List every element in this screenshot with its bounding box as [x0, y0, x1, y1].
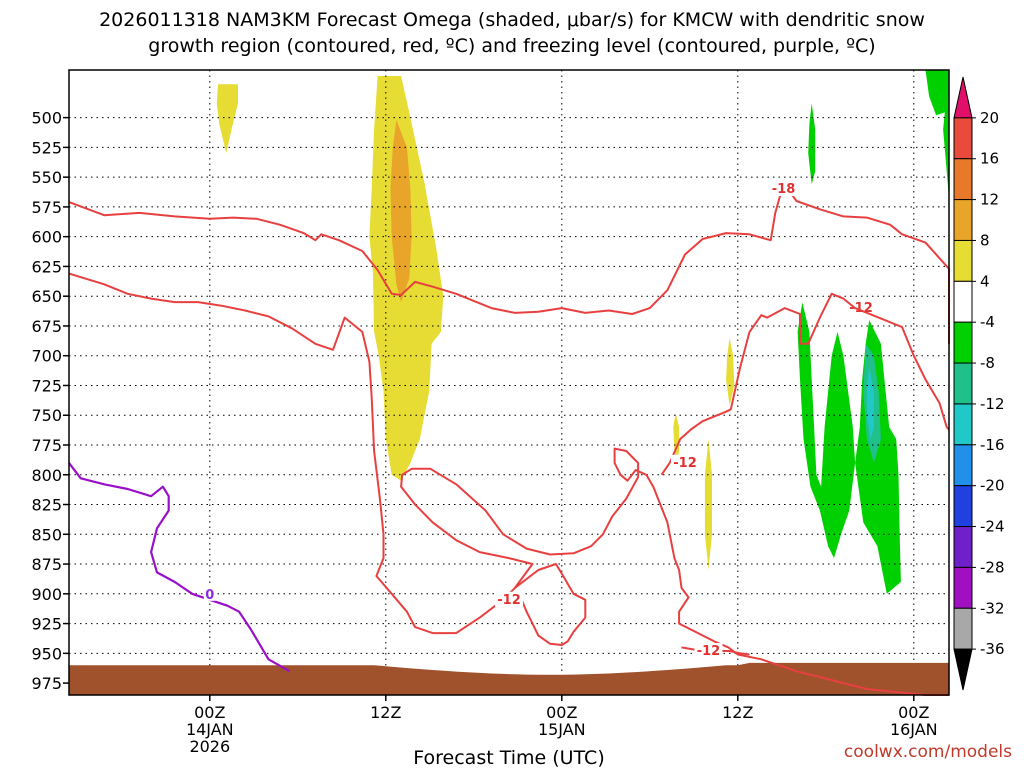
dgz-contour-0 [68, 182, 950, 344]
omega-region-2 [390, 120, 412, 303]
plot-frame [68, 69, 950, 696]
omega-region-10 [797, 302, 856, 559]
dgz-label-bg-1 [847, 300, 875, 316]
y-tick-label-800: 800 [31, 466, 62, 485]
y-tick-label-675: 675 [31, 317, 62, 336]
freezing-label-bg-0 [203, 585, 216, 601]
omega-region-8 [925, 70, 949, 116]
colorbar-label-9: -20 [980, 477, 1005, 495]
y-tick-label-575: 575 [31, 198, 62, 217]
omega-region-5 [726, 337, 735, 406]
chart-title-line1: 2026011318 NAM3KM Forecast Omega (shaded… [99, 9, 925, 31]
colorbar-label-8: -16 [980, 436, 1005, 454]
dgz-label-2: -12 [497, 593, 521, 608]
colorbar-label-12: -32 [980, 599, 1005, 617]
dgz-label-0: -18 [772, 182, 796, 197]
chart-title: 2026011318 NAM3KM Forecast Omega (shaded… [99, 9, 925, 57]
y-tick-label-625: 625 [31, 257, 62, 276]
y-tick-label-825: 825 [31, 496, 62, 515]
colorbar-bin-12 [953, 566, 973, 609]
colorbar-label-7: -12 [980, 395, 1005, 413]
chart-title-line2: growth region (contoured, red, ºC) and f… [148, 35, 875, 57]
y-tick-label-500: 500 [31, 109, 62, 128]
colorbar-bin-14 [953, 648, 973, 691]
dgz-label-3: -12 [673, 456, 697, 471]
x-tick-label-45-0: 12Z [722, 703, 753, 722]
dgz-label-bg-2 [495, 591, 523, 607]
omega-region-9 [943, 76, 949, 199]
x-tick-label-30-0: 00Z [546, 703, 577, 722]
colorbar-bin-5 [953, 280, 973, 323]
y-tick-label-850: 850 [31, 525, 62, 544]
freezing-label-0: 0 [205, 588, 214, 603]
colorbar-label-4: 4 [980, 272, 990, 290]
x-tick-label-30-1: 15JAN [538, 720, 586, 739]
y-tick-label-950: 950 [31, 644, 62, 663]
y-tick-label-650: 650 [31, 287, 62, 306]
colorbar-label-11: -28 [980, 558, 1005, 576]
x-tick-label-60-1: 16JAN [890, 720, 938, 739]
colorbar-label-0: 20 [980, 109, 999, 127]
omega-shading-layer [216, 70, 949, 594]
colorbar-bin-4 [953, 239, 973, 282]
x-axis-label: Forecast Time (UTC) [413, 747, 604, 768]
plot-area: -18-12-12-12-12 0 [68, 69, 950, 696]
y-tick-label-750: 750 [31, 406, 62, 425]
colorbar-bin-9 [953, 444, 973, 487]
y-tick-label-700: 700 [31, 347, 62, 366]
colorbar-label-1: 16 [980, 150, 999, 168]
y-tick-label-875: 875 [31, 555, 62, 574]
dgz-label-4: -12 [697, 644, 721, 659]
y-tick-label-550: 550 [31, 168, 62, 187]
dgz-contour-1 [68, 272, 949, 696]
colorbar-label-13: -36 [980, 640, 1005, 658]
omega-region-7 [808, 103, 816, 185]
y-tick-label-525: 525 [31, 138, 62, 157]
colorbar-bin-8 [953, 403, 973, 446]
x-tick-label-0-1: 14JAN [186, 720, 234, 739]
y-axis: 500 525 550 575 600 625 650 675 700 725 750 775 800 8… [31, 109, 69, 693]
colorbar-bin-6 [953, 321, 973, 364]
colorbar-bin-1 [953, 117, 973, 160]
colorbar-bin-0 [953, 76, 973, 119]
dgz-contour-3 [660, 292, 950, 476]
x-tick-label-60-0: 00Z [898, 703, 929, 722]
freezing-level-layer: 0 [68, 462, 291, 673]
colorbar: 20 16 12 8 4 -4 -8 -12 -16 -20 -24 -28 -32 -36 [953, 76, 1005, 691]
x-tick-label-0-2: 2026 [189, 737, 230, 756]
colorbar-label-2: 12 [980, 191, 999, 209]
colorbar-bin-7 [953, 362, 973, 405]
colorbar-bin-3 [953, 199, 973, 241]
colorbar-label-6: -8 [980, 354, 995, 372]
y-tick-label-600: 600 [31, 228, 62, 247]
y-tick-label-925: 925 [31, 615, 62, 634]
colorbar-label-10: -24 [980, 518, 1005, 536]
y-tick-label-975: 975 [31, 674, 62, 693]
colorbar-bin-2 [953, 158, 973, 201]
colorbar-bin-13 [953, 607, 973, 650]
y-tick-label-900: 900 [31, 585, 62, 604]
credit-text: coolwx.com/models [844, 742, 1012, 762]
x-tick-label-15-0: 12Z [370, 703, 401, 722]
colorbar-bin-10 [953, 485, 973, 528]
y-tick-label-725: 725 [31, 376, 62, 395]
colorbar-label-5: -4 [980, 313, 995, 331]
y-tick-label-775: 775 [31, 436, 62, 455]
dgz-contour-2 [514, 563, 587, 646]
freezing-contour-0 [68, 462, 291, 673]
dgz-contour-layer: -18-12-12-12-12 [68, 181, 950, 696]
omega-region-0 [216, 84, 238, 154]
colorbar-label-3: 8 [980, 231, 990, 249]
colorbar-bin-11 [953, 526, 973, 568]
dgz-label-bg-3 [671, 454, 699, 470]
dgz-label-bg-4 [694, 642, 723, 658]
dgz-label-bg-0 [769, 181, 798, 197]
grid-layer [69, 70, 949, 695]
x-tick-label-0-0: 00Z [194, 703, 225, 722]
